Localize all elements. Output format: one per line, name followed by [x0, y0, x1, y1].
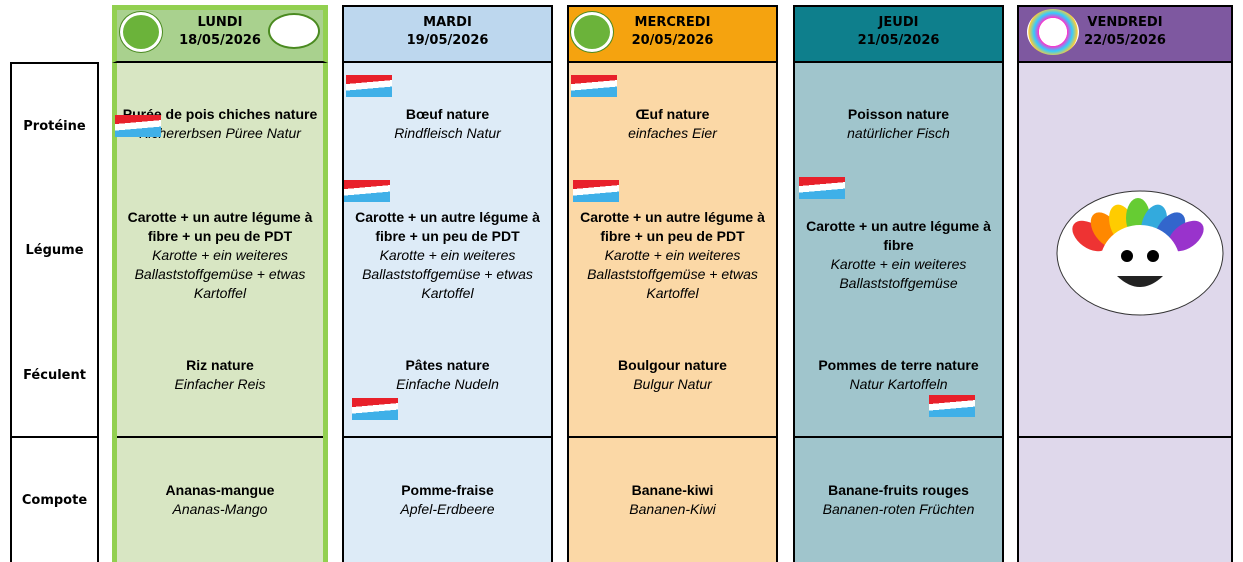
meal-cell: Poisson nature natürlicher Fisch [795, 62, 1002, 185]
row-label: Compote [21, 492, 88, 508]
dish-french: Pommes de terre nature [818, 357, 979, 373]
dish-german: Karotte + ein weiteres Ballaststoffgemüs… [362, 246, 533, 301]
dish-german: Apfel-Erdbeere [400, 500, 495, 517]
meal-cell: Pommes de terre nature Natur Kartoffeln [795, 330, 1002, 420]
dish-french: Banane-fruits rouges [828, 481, 969, 498]
dish-french: Pâtes nature [405, 357, 490, 373]
meal-cell: Banane-kiwi Bananen-Kiwi [569, 437, 776, 562]
day-column [342, 5, 553, 562]
dish-french: Boulgour nature [618, 357, 727, 373]
bio-leaf-icon [571, 12, 613, 52]
dish-french: Carotte + un autre légume à fibre [806, 218, 991, 253]
meal-cell: Carotte + un autre légume à fibre + un p… [344, 195, 551, 315]
dish-german: Einfacher Reis [174, 376, 266, 392]
day-name: MARDI [423, 15, 472, 30]
dish-french: Ananas-mangue [165, 481, 275, 498]
day-date: 21/05/2026 [857, 33, 940, 48]
day-date: 19/05/2026 [406, 33, 489, 48]
day-name: VENDREDI [1087, 15, 1163, 30]
dish-german: Kichererbsen Püree Natur [139, 124, 301, 141]
dish-german: Ananas-Mango [172, 500, 268, 517]
meal-cell: Pâtes nature Einfache Nudeln [344, 330, 551, 420]
dish-french: Carotte + un autre légume à fibre + un p… [127, 208, 313, 244]
lux-flag-icon [352, 398, 398, 420]
dish-german: Einfache Nudeln [396, 376, 499, 392]
row-label: Protéine [23, 118, 86, 134]
meal-cell: Carotte + un autre légume à fibre + un p… [569, 195, 776, 315]
row-separator [344, 436, 551, 438]
day-name: JEUDI [878, 15, 919, 30]
dish-french: Carotte + un autre légume à fibre + un p… [355, 208, 540, 244]
row-separator [117, 436, 323, 438]
dish-german: einfaches Eier [628, 124, 717, 141]
meal-cell: Pomme-fraise Apfel-Erdbeere [344, 437, 551, 562]
dish-german: natürlicher Fisch [847, 124, 950, 141]
dish-german: Bulgur Natur [633, 376, 712, 392]
lux-flag-icon [115, 115, 161, 137]
day-header [342, 5, 553, 63]
label-column [10, 62, 99, 562]
lux-flag-icon [573, 180, 619, 202]
meal-cell: Boulgour nature Bulgur Natur [569, 330, 776, 420]
day-header [793, 5, 1004, 63]
dish-german: Rindfleisch Natur [394, 124, 501, 141]
row-label: Féculent [23, 367, 86, 383]
dish-german: Karotte + ein weiteres Ballaststoffgemüs… [134, 246, 306, 301]
dish-french: Œuf nature [635, 105, 710, 122]
dish-french: Bœuf nature [405, 105, 490, 122]
day-date: 22/05/2026 [1084, 33, 1166, 48]
row-separator [795, 436, 1002, 438]
row-separator [569, 436, 776, 438]
dish-french: Pomme-fraise [401, 481, 494, 498]
lux-flag-icon [344, 180, 390, 202]
lux-flag-icon [929, 395, 975, 417]
day-column [567, 5, 778, 562]
meal-cell: Ananas-mangue Ananas-Mango [117, 437, 323, 562]
meal-cell: Banane-fruits rouges Bananen-roten Frücht… [795, 437, 1002, 562]
day-column [793, 5, 1004, 562]
lux-flag-icon [571, 75, 617, 97]
day-date: 20/05/2026 [631, 33, 714, 48]
dish-german: Natur Kartoffeln [849, 376, 948, 392]
meal-cell: Riz nature Einfacher Reis [117, 330, 323, 420]
meal-cell: Bœuf nature Rindfleisch Natur [344, 62, 551, 185]
row-separator [1019, 436, 1231, 438]
meal-cell: Carotte + un autre légume à fibre Karotte… [795, 195, 1002, 315]
meal-cell: Œuf nature einfaches Eier [569, 62, 776, 185]
dish-french: Banane-kiwi [631, 481, 714, 498]
bio-leaf-icon [120, 12, 162, 52]
dish-german: Bananen-roten Früchten [822, 500, 975, 517]
day-date: 18/05/2026 [179, 33, 261, 48]
dish-french: Purée de pois chiches nature [122, 105, 318, 122]
dish-german: Bananen-Kiwi [629, 500, 716, 517]
smiley-illustration [1056, 190, 1224, 316]
row-label: Légume [25, 242, 84, 258]
day-name: MERCREDI [634, 15, 711, 30]
meal-cell: Purée de pois chiches nature Kichererbsen… [117, 62, 323, 185]
meal-cell: Carotte + un autre légume à fibre + un p… [117, 195, 323, 315]
dish-french: Riz nature [186, 357, 254, 373]
row-separator [10, 436, 99, 438]
smiley-logo [1027, 9, 1079, 55]
day-name: LUNDI [197, 15, 243, 30]
lux-flag-icon [799, 177, 845, 199]
dish-german: Karotte + ein weiteres Ballaststoffgemüs… [587, 246, 758, 301]
dish-french: Poisson nature [847, 105, 950, 122]
lux-flag-icon [346, 75, 392, 97]
bio-logo [268, 13, 320, 49]
dish-french: Carotte + un autre légume à fibre + un p… [580, 208, 765, 244]
dish-german: Karotte + ein weiteres Ballaststoffgemüs… [830, 256, 967, 291]
